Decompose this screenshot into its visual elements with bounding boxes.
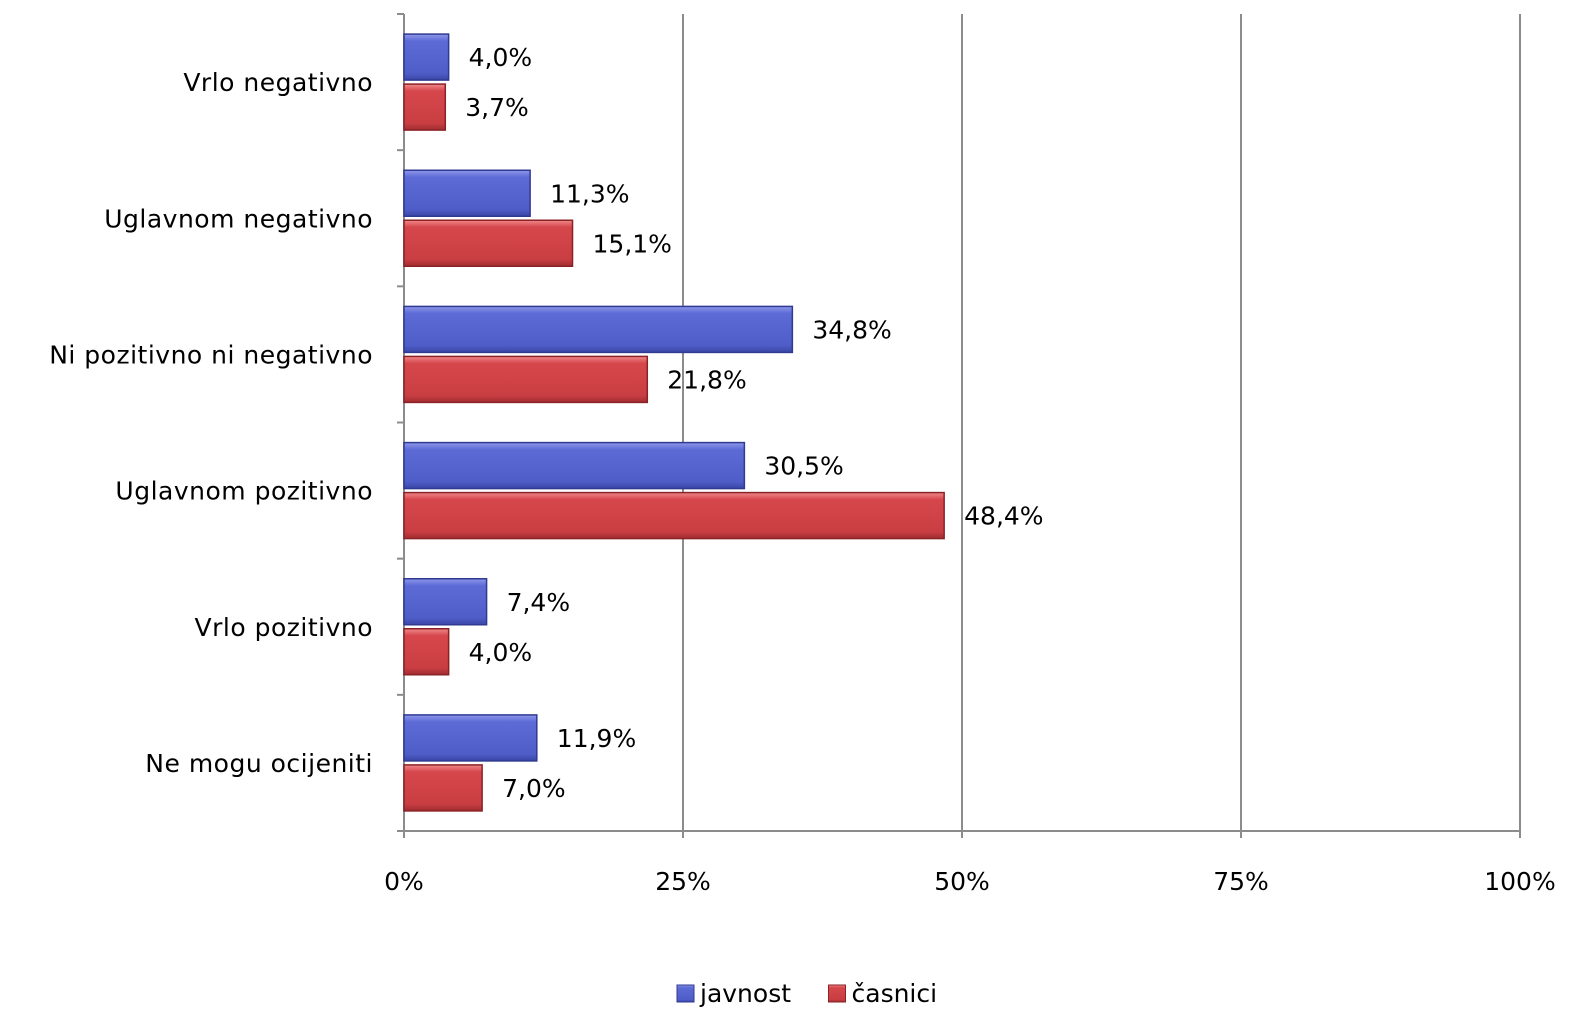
data-label: 11,9%: [557, 724, 636, 753]
data-label: 21,8%: [667, 365, 746, 394]
category-label: Uglavnom negativno: [104, 204, 373, 233]
x-tick-label: 100%: [1484, 867, 1555, 896]
bar-casnici: [403, 83, 447, 131]
bar-javnost: [403, 305, 794, 354]
bar-casnici: [403, 219, 574, 267]
data-label: 15,1%: [593, 229, 672, 258]
data-label: 11,3%: [550, 179, 629, 208]
gridlines: [682, 14, 1521, 831]
bar-javnost: [403, 714, 538, 762]
category-label: Uglavnom pozitivno: [115, 477, 373, 506]
bar-javnost: [403, 169, 531, 217]
data-label: 7,4%: [507, 588, 571, 617]
bar-casnici: [403, 355, 649, 404]
legend-swatch-javnost: [676, 984, 695, 1003]
data-label: 3,7%: [465, 93, 529, 122]
bars: [403, 33, 945, 812]
legend-label: javnost: [699, 979, 791, 1008]
data-label: 4,0%: [469, 638, 533, 667]
x-tick-label: 0%: [384, 867, 424, 896]
x-tick-label: 75%: [1213, 867, 1269, 896]
bar-casnici: [403, 764, 483, 812]
data-label: 7,0%: [502, 774, 566, 803]
data-label: 34,8%: [812, 315, 891, 344]
data-label: 30,5%: [764, 452, 843, 481]
legend-label: časnici: [852, 979, 938, 1008]
bar-casnici: [403, 491, 945, 540]
data-label: 48,4%: [964, 502, 1043, 531]
bar-javnost: [403, 578, 488, 626]
category-label: Ni pozitivno ni negativno: [49, 340, 373, 369]
x-tick-label: 25%: [655, 867, 711, 896]
bar-casnici: [403, 628, 450, 676]
labels: 0% 25% 50% 75% 100% Vrlo negativno 4,0% 3,7% Ugl…: [49, 43, 1556, 896]
data-label: 4,0%: [469, 43, 533, 72]
category-label: Ne mogu ocijeniti: [145, 749, 373, 778]
bar-javnost: [403, 441, 746, 490]
x-tick-label: 50%: [934, 867, 990, 896]
category-label: Vrlo pozitivno: [195, 613, 373, 642]
legend-swatch-casnici: [828, 984, 846, 1003]
axes: [397, 13, 1521, 838]
category-label: Vrlo negativno: [183, 68, 373, 97]
legend: javnost časnici: [676, 979, 938, 1008]
bar-javnost: [403, 33, 450, 81]
